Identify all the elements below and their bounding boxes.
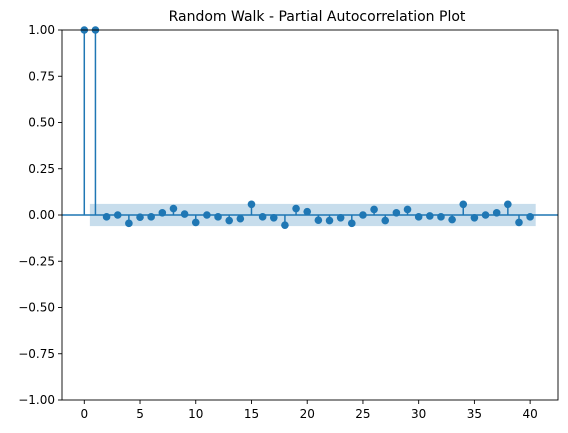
y-tick-label: −0.75 [18, 347, 55, 361]
y-tick-label: −0.25 [18, 254, 55, 268]
data-point-lag-23 [336, 213, 345, 222]
data-point-lag-6 [147, 213, 155, 221]
data-point-lag-16 [258, 213, 267, 221]
y-tick-label: 1.00 [28, 23, 55, 37]
data-point-lag-15 [247, 200, 256, 209]
data-point-lag-5 [136, 213, 144, 222]
x-tick-label: 10 [188, 407, 203, 421]
data-point-lag-36 [481, 211, 490, 219]
data-point-lag-13 [225, 216, 233, 225]
data-point-lag-19 [292, 204, 300, 213]
data-point-lag-22 [325, 216, 334, 225]
data-point-lag-33 [448, 215, 456, 224]
y-tick-label: 0.75 [28, 69, 55, 83]
y-tick-label: −0.50 [18, 301, 55, 315]
x-tick-label: 30 [411, 407, 426, 421]
data-point-lag-12 [214, 213, 222, 221]
data-point-lag-38 [504, 200, 512, 209]
y-tick-label: 0.25 [28, 162, 55, 176]
data-point-lag-3 [113, 211, 122, 219]
data-point-lag-25 [359, 211, 367, 219]
x-tick-label: 0 [80, 407, 88, 421]
data-point-lag-9 [180, 210, 189, 218]
data-point-lag-11 [203, 211, 211, 219]
data-point-lag-40 [526, 213, 534, 221]
data-point-lag-24 [347, 219, 356, 228]
x-tick-label: 25 [355, 407, 370, 421]
data-point-lag-35 [470, 213, 479, 222]
data-point-lag-20 [303, 207, 312, 216]
data-point-lag-18 [281, 221, 289, 229]
data-point-lag-2 [102, 213, 111, 221]
data-point-lag-7 [158, 208, 167, 217]
x-tick-label: 15 [244, 407, 259, 421]
y-tick-label: −1.00 [18, 393, 55, 407]
x-tick-label: 20 [300, 407, 315, 421]
data-point-lag-27 [381, 216, 390, 225]
y-tick-label: 0.50 [28, 116, 55, 130]
data-point-lag-4 [125, 219, 133, 228]
data-point-lag-31 [426, 212, 434, 220]
x-tick-label: 5 [136, 407, 144, 421]
data-point-lag-34 [459, 200, 468, 209]
data-point-lag-17 [269, 213, 278, 222]
data-point-lag-32 [437, 213, 445, 221]
data-point-lag-30 [414, 213, 423, 221]
chart-title: Random Walk - Partial Autocorrelation Pl… [169, 9, 466, 25]
data-point-lag-28 [392, 208, 401, 217]
data-point-lag-14 [236, 214, 245, 223]
data-point-lag-39 [515, 218, 523, 227]
y-tick-label: 0.00 [28, 208, 55, 222]
data-point-lag-10 [191, 218, 200, 227]
data-point-lag-8 [169, 204, 178, 213]
x-tick-label: 40 [522, 407, 537, 421]
data-point-lag-26 [370, 205, 378, 214]
data-point-lag-29 [403, 205, 412, 214]
data-point-lag-37 [492, 208, 501, 217]
x-tick-label: 35 [467, 407, 482, 421]
data-point-lag-21 [314, 216, 323, 224]
